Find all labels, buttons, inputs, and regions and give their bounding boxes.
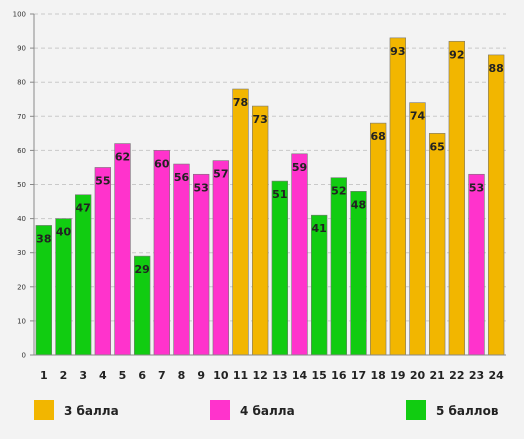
x-tick-label: 4 bbox=[99, 369, 107, 382]
data-label-18: 68 bbox=[371, 130, 386, 143]
x-tick-label: 15 bbox=[312, 369, 327, 382]
bar-16 bbox=[330, 177, 348, 356]
x-axis: 1 2 3 4 5 6 7 8 9 10 11 12 13 14 15 16 17 18 19 20 21 22 23 24 bbox=[34, 354, 506, 382]
data-label-24: 88 bbox=[489, 62, 504, 75]
x-tick-label: 11 bbox=[233, 369, 248, 382]
x-tick-label: 9 bbox=[197, 369, 205, 382]
x-tick-label: 21 bbox=[430, 369, 445, 382]
bar-10 bbox=[212, 160, 229, 356]
data-label-17: 48 bbox=[351, 198, 366, 211]
bar-23 bbox=[468, 173, 485, 356]
bar-7 bbox=[153, 150, 170, 356]
x-tick-label: 5 bbox=[119, 369, 127, 382]
bar-13 bbox=[271, 180, 289, 356]
bar-21 bbox=[428, 133, 446, 356]
data-label-19: 93 bbox=[390, 45, 405, 58]
x-tick-label: 23 bbox=[469, 369, 484, 382]
y-tick-label: 50 bbox=[17, 181, 26, 189]
bar-17 bbox=[350, 191, 367, 356]
x-tick-label: 20 bbox=[410, 369, 426, 382]
bar-2 bbox=[55, 218, 72, 356]
x-tick-label: 8 bbox=[178, 369, 186, 382]
legend-swatch-g5 bbox=[406, 400, 426, 420]
data-label-4: 55 bbox=[95, 174, 110, 187]
gridlines bbox=[34, 13, 506, 322]
y-tick-label: 60 bbox=[17, 147, 26, 155]
bar-19 bbox=[389, 37, 407, 356]
data-label-11: 78 bbox=[233, 96, 248, 109]
data-label-8: 56 bbox=[174, 171, 190, 184]
data-label-14: 59 bbox=[292, 161, 307, 174]
x-tick-label: 7 bbox=[158, 369, 166, 382]
x-tick-label: 10 bbox=[213, 369, 229, 382]
y-tick-label: 40 bbox=[17, 215, 26, 223]
y-tick-label: 30 bbox=[17, 249, 26, 257]
x-tick-label: 2 bbox=[60, 369, 68, 382]
data-label-3: 47 bbox=[76, 202, 91, 215]
bar-8 bbox=[173, 163, 190, 356]
bar-20 bbox=[409, 102, 426, 356]
data-label-1: 38 bbox=[36, 232, 51, 245]
data-label-13: 51 bbox=[272, 188, 287, 201]
bar-9 bbox=[193, 173, 210, 356]
y-tick-label: 90 bbox=[17, 45, 26, 53]
bar-3 bbox=[75, 194, 92, 356]
data-label-7: 60 bbox=[154, 157, 170, 170]
data-label-15: 41 bbox=[312, 222, 327, 235]
data-label-5: 62 bbox=[115, 151, 130, 164]
data-label-10: 57 bbox=[213, 168, 228, 181]
legend: 3 балла 4 балла 5 баллов bbox=[34, 400, 499, 420]
x-tick-label: 1 bbox=[40, 369, 48, 382]
y-tick-label: 80 bbox=[17, 79, 26, 87]
x-tick-label: 18 bbox=[371, 369, 386, 382]
data-label-23: 53 bbox=[469, 181, 484, 194]
x-tick-label: 3 bbox=[79, 369, 87, 382]
x-tick-label: 17 bbox=[351, 369, 366, 382]
y-tick-label: 100 bbox=[13, 11, 26, 19]
data-label-16: 52 bbox=[331, 185, 346, 198]
bar-22 bbox=[448, 40, 466, 356]
data-label-12: 73 bbox=[253, 113, 268, 126]
data-label-6: 29 bbox=[135, 263, 150, 276]
y-tick-label: 10 bbox=[17, 317, 26, 325]
bar-5 bbox=[114, 143, 131, 356]
data-label-21: 65 bbox=[430, 140, 445, 153]
x-tick-label: 13 bbox=[272, 369, 287, 382]
x-tick-label: 22 bbox=[449, 369, 464, 382]
x-tick-label: 6 bbox=[138, 369, 146, 382]
bar-24 bbox=[487, 54, 505, 356]
x-tick-label: 24 bbox=[489, 369, 505, 382]
legend-label-g4: 4 балла bbox=[240, 404, 295, 418]
data-label-20: 74 bbox=[410, 110, 426, 123]
x-tick-label: 19 bbox=[390, 369, 405, 382]
bar-11 bbox=[232, 88, 249, 356]
bar-4 bbox=[94, 167, 112, 356]
legend-label-g3: 3 балла bbox=[64, 404, 119, 418]
y-tick-label: 20 bbox=[17, 283, 26, 291]
legend-label-g5: 5 баллов bbox=[436, 404, 499, 418]
data-label-22: 92 bbox=[449, 48, 464, 61]
x-tick-label: 12 bbox=[253, 369, 268, 382]
bar-15 bbox=[310, 214, 328, 356]
data-label-9: 53 bbox=[194, 181, 209, 194]
x-tick-label: 14 bbox=[292, 369, 308, 382]
y-tick-label: 0 bbox=[22, 352, 26, 360]
y-axis: 0 10 20 30 40 50 60 70 80 90 100 bbox=[13, 11, 35, 360]
data-label-2: 40 bbox=[56, 226, 72, 239]
legend-swatch-g4 bbox=[210, 400, 230, 420]
bar-14 bbox=[291, 153, 308, 356]
bars: 38 40 47 55 62 29 60 56 53 57 78 73 51 59 41 52 48 68 93 74… bbox=[35, 37, 505, 356]
bar-12 bbox=[252, 105, 269, 356]
bar-18 bbox=[369, 122, 387, 356]
y-tick-label: 70 bbox=[17, 113, 26, 121]
legend-swatch-g3 bbox=[34, 400, 54, 420]
x-tick-label: 16 bbox=[331, 369, 347, 382]
